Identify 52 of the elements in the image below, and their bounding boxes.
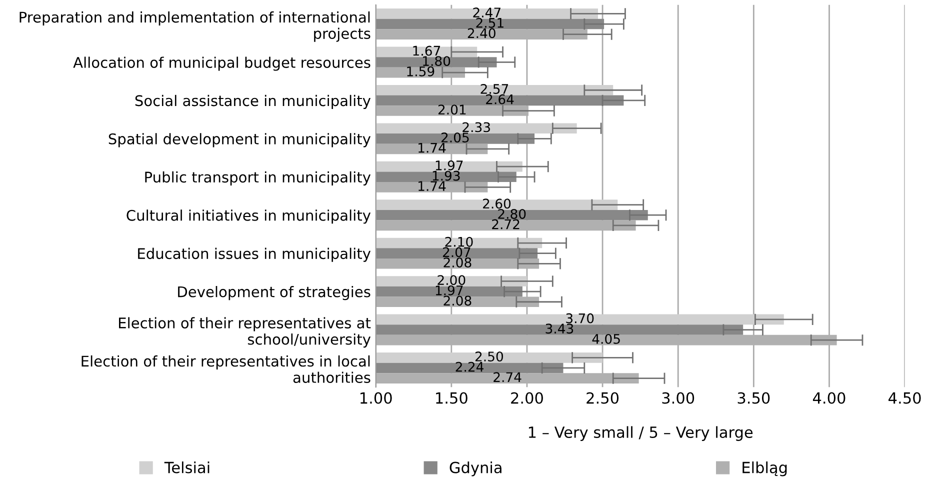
data-label: 3.43	[546, 324, 574, 334]
y-tick-label: Allocation of municipal budget resources	[73, 56, 370, 71]
legend-label: Elbląg	[742, 461, 787, 476]
data-label: 2.51	[476, 18, 504, 28]
data-label: 1.74	[418, 143, 446, 153]
data-label: 1.80	[423, 56, 450, 66]
x-tick-label: 3.00	[662, 392, 694, 404]
data-label: 1.74	[418, 181, 446, 191]
y-tick-label: Public transport in municipality	[145, 171, 371, 186]
x-tick-label: 4.50	[888, 392, 921, 404]
data-label: 2.05	[441, 132, 469, 142]
data-label: 2.74	[494, 372, 522, 382]
data-label: 2.80	[498, 208, 526, 219]
data-label: 1.97	[436, 160, 463, 170]
data-label: 2.33	[462, 122, 490, 132]
data-label: 2.01	[438, 104, 466, 115]
data-label: 1.93	[432, 170, 460, 181]
data-label: 2.47	[473, 8, 500, 18]
data-label: 2.50	[475, 352, 503, 362]
data-label: 4.05	[592, 334, 620, 344]
x-tick-label: 3.50	[738, 392, 770, 404]
data-label: 1.59	[407, 66, 434, 76]
x-tick-label: 4.00	[812, 392, 846, 404]
x-axis-title: 1 – Very small / 5 – Very large	[528, 426, 753, 441]
y-tick-label: Cultural initiatives in municipality	[126, 210, 371, 224]
y-tick-label: Preparation and implementation of international projects	[20, 11, 370, 42]
data-label: 1.97	[436, 285, 463, 296]
y-tick-label: Spatial development in municipality	[108, 133, 371, 148]
y-tick-label: Education issues in municipality	[138, 248, 371, 262]
x-tick-label: 1.00	[360, 392, 392, 404]
data-label: 2.08	[444, 296, 472, 306]
data-label: 2.57	[480, 84, 508, 94]
data-label: 2.40	[468, 28, 496, 38]
x-tick-label: 2.00	[511, 392, 543, 404]
data-label: 2.00	[438, 275, 466, 286]
x-tick-label: 1.50	[436, 392, 468, 404]
legend-label: Telsiai	[164, 461, 210, 474]
data-label: 2.08	[444, 257, 472, 268]
x-tick-label: 2.50	[586, 392, 619, 404]
y-tick-label: Development of strategies	[178, 286, 370, 300]
data-label: 1.67	[413, 46, 440, 56]
data-label: 2.64	[486, 94, 514, 104]
legend-label: Gdynia	[450, 461, 502, 476]
data-label: 3.70	[566, 313, 594, 324]
y-tick-label: Election of their representatives at school/university	[119, 317, 371, 348]
data-label: 2.72	[492, 219, 520, 230]
y-tick-label: Election of their representatives in local authorities	[82, 355, 370, 384]
data-label: 2.60	[483, 198, 511, 209]
data-label: 2.24	[456, 362, 484, 372]
y-tick-label: Social assistance in municipality	[135, 94, 371, 110]
data-label: 2.07	[442, 247, 470, 258]
data-label: 2.10	[445, 236, 473, 247]
